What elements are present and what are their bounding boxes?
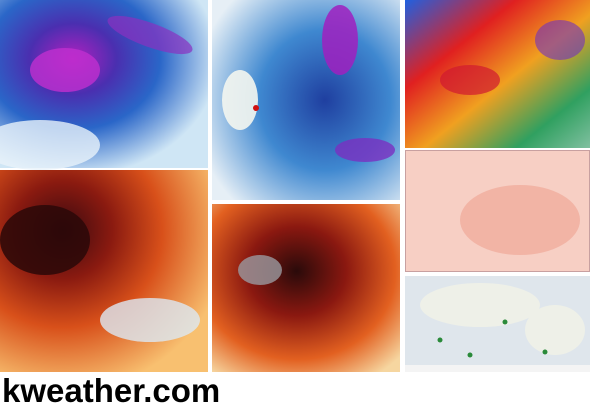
- map-legend-strip: [405, 365, 590, 372]
- map-blob: [322, 5, 358, 75]
- map-land: [525, 305, 585, 355]
- map-blob: [0, 205, 90, 275]
- map-marker: [542, 349, 548, 355]
- brand: kweather.com: [2, 372, 221, 409]
- map-blob: [238, 255, 282, 285]
- map-blob: [107, 15, 193, 55]
- map-blob: [30, 48, 100, 92]
- map-marker: [253, 105, 259, 111]
- map-blob: [335, 138, 395, 162]
- map-blob: [535, 20, 585, 60]
- map-marker: [502, 319, 508, 325]
- map-tile: [212, 204, 400, 372]
- map-blob: [440, 65, 500, 95]
- map-land: [420, 283, 540, 327]
- map-blob: [460, 185, 580, 255]
- map-blob: [222, 70, 258, 130]
- map-blob: [0, 120, 100, 170]
- map-marker: [467, 352, 473, 358]
- map-blob: [100, 298, 200, 342]
- map-collage: [0, 0, 590, 372]
- map-marker: [437, 337, 443, 343]
